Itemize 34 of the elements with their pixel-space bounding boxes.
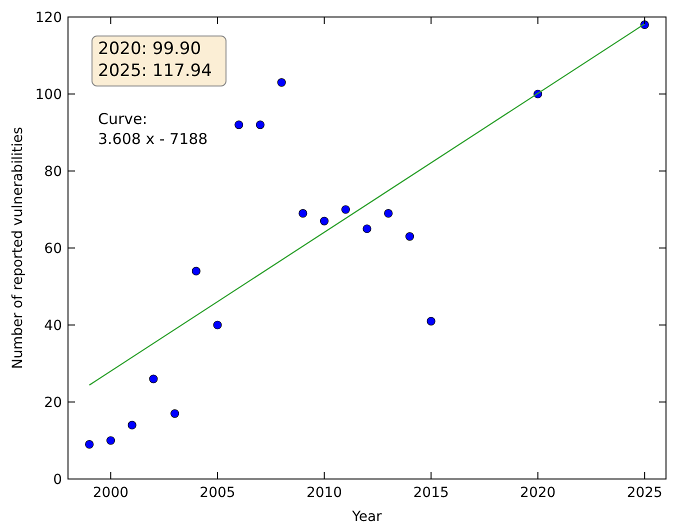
point (85, 440, 94, 449)
point (234, 120, 244, 130)
point (170, 409, 180, 418)
y-tick-label: 100 (35, 87, 62, 103)
point (149, 374, 158, 384)
point (362, 224, 372, 234)
point (298, 209, 308, 218)
point (341, 205, 350, 214)
x-tick-label: 2000 (92, 485, 129, 501)
x-tick-label: 2020 (520, 485, 556, 501)
x-tick-label: 2005 (200, 485, 236, 501)
y-tick-label: 60 (44, 241, 62, 257)
point (277, 78, 286, 87)
point (384, 209, 393, 218)
point (256, 120, 265, 130)
point (128, 420, 136, 430)
annotation: Curve: 3.608 x - 7188 (98, 110, 208, 148)
y-tick-label: 120 (35, 10, 62, 26)
point (405, 232, 414, 241)
point (106, 436, 116, 445)
annotation: 2020: 99.90 2025: 117.94 (98, 39, 212, 81)
point (426, 316, 436, 326)
y-axis-title: Number of reported vulnerabilities (10, 126, 26, 370)
y-tick-label: 80 (44, 164, 62, 180)
x-tick-label: 2010 (306, 485, 342, 501)
x-tick-label: 2015 (413, 485, 449, 501)
point (192, 266, 200, 276)
y-tick-label: 0 (53, 472, 62, 488)
point (320, 216, 329, 226)
y-tick-label: 20 (44, 395, 62, 411)
x-axis-title: Year (351, 509, 382, 525)
y-tick-label: 40 (44, 318, 62, 334)
point (213, 320, 222, 330)
x-tick-label: 2025 (626, 485, 662, 501)
